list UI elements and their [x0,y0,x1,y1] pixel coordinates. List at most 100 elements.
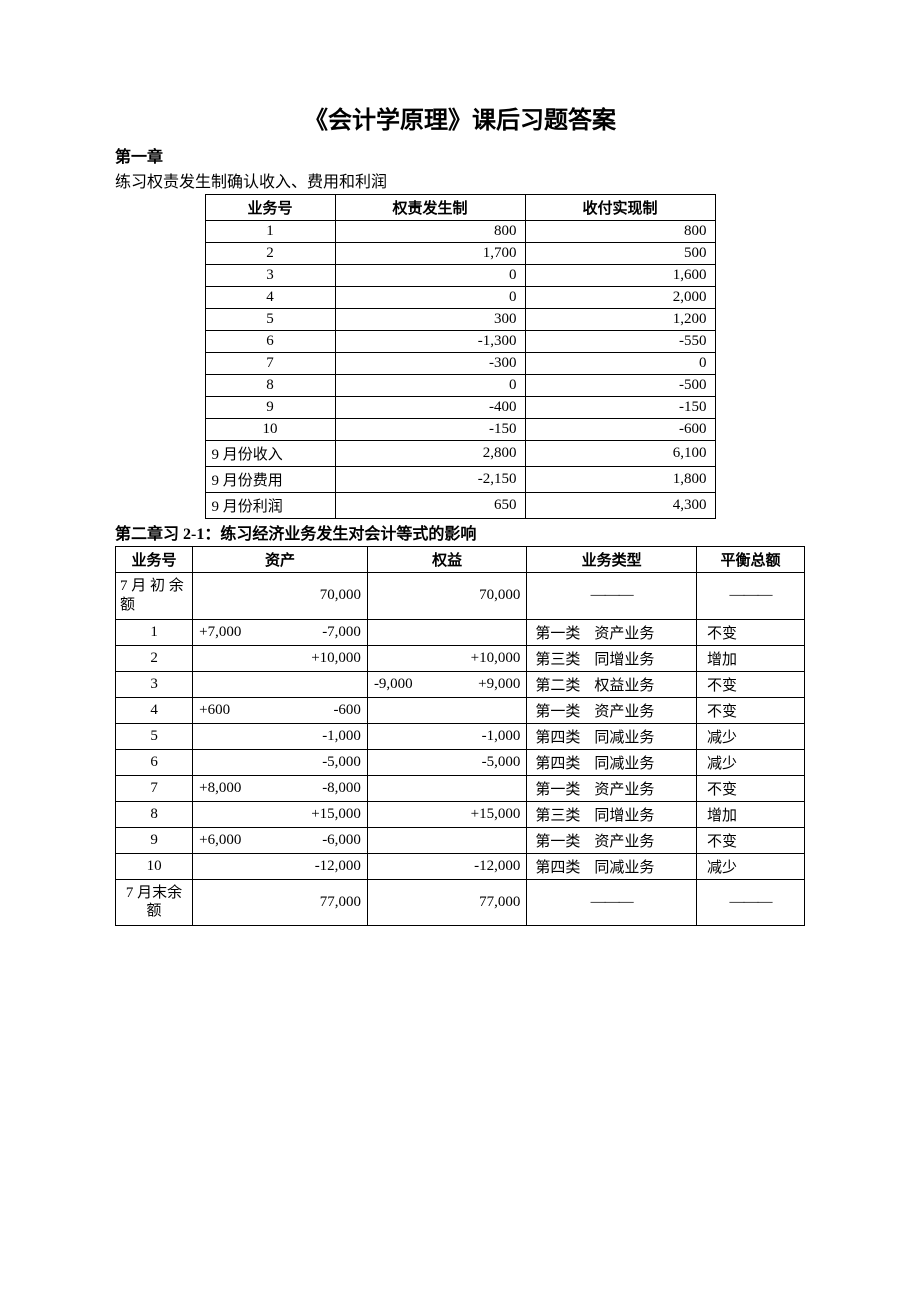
col-accrual: 权责发生制 [335,195,525,221]
cell-balance: 减少 [697,723,805,749]
chapter2-heading: 第二章习 2-1：练习经济业务发生对会计等式的影响 [115,520,805,544]
cell-cash: 1,600 [525,265,715,287]
cell-asset: 70,000 [193,573,368,620]
cell-type: 第一类资产业务 [527,775,697,801]
cell-asset: +8,000-8,000 [193,775,368,801]
cell-balance: 增加 [697,801,805,827]
cell-equity [367,827,526,853]
cell-accrual: -2,150 [335,467,525,493]
cell-accrual: -1,300 [335,331,525,353]
cell-accrual: 0 [335,265,525,287]
cell-type: 第四类同减业务 [527,853,697,879]
cell-id: 1 [116,619,193,645]
cell-balance: 不变 [697,671,805,697]
table-header-row: 业务号 资产 权益 业务类型 平衡总额 [116,547,805,573]
cell-accrual: 2,800 [335,441,525,467]
cell-accrual: 300 [335,309,525,331]
cell-cash: 0 [525,353,715,375]
table-header-row: 业务号 权责发生制 收付实现制 [205,195,715,221]
table-row: 2+10,000+10,000第三类同增业务增加 [116,645,805,671]
table-row: 5-1,000-1,000第四类同减业务减少 [116,723,805,749]
table-summary-row: 9 月份收入2,8006,100 [205,441,715,467]
page-title: 《会计学原理》课后习题答案 [115,100,805,135]
cell-id: 2 [205,243,335,265]
chapter1-subheading: 练习权责发生制确认收入、费用和利润 [115,168,805,192]
cell-cash: -500 [525,375,715,397]
cell-type: 第三类同增业务 [527,645,697,671]
cell-id: 5 [116,723,193,749]
col-cash: 收付实现制 [525,195,715,221]
cell-equity: 70,000 [367,573,526,620]
table-begin-row: 7 月 初 余额70,00070,000—————— [116,573,805,620]
cell-cash: 1,800 [525,467,715,493]
cell-equity: +10,000 [367,645,526,671]
cell-balance: 不变 [697,619,805,645]
cell-id: 7 [116,775,193,801]
table-accounting-equation: 业务号 资产 权益 业务类型 平衡总额 7 月 初 余额70,00070,000… [115,546,805,926]
col-balance: 平衡总额 [697,547,805,573]
cell-cash: 4,300 [525,493,715,519]
cell-id: 6 [116,749,193,775]
cell-cash: 800 [525,221,715,243]
col-business-no: 业务号 [116,547,193,573]
cell-type: 第四类同减业务 [527,749,697,775]
cell-equity [367,775,526,801]
cell-id: 10 [205,419,335,441]
cell-dash: ——— [527,573,697,620]
cell-cash: 1,200 [525,309,715,331]
col-business-no: 业务号 [205,195,335,221]
cell-id: 3 [116,671,193,697]
cell-cash: 2,000 [525,287,715,309]
cell-asset: -1,000 [193,723,368,749]
cell-accrual: -300 [335,353,525,375]
table-summary-row: 9 月份利润6504,300 [205,493,715,519]
cell-equity [367,619,526,645]
cell-balance: 不变 [697,697,805,723]
cell-asset: 77,000 [193,879,368,926]
cell-cash: 500 [525,243,715,265]
cell-label: 9 月份费用 [205,467,335,493]
cell-balance: 减少 [697,749,805,775]
cell-accrual: -400 [335,397,525,419]
cell-balance: 减少 [697,853,805,879]
cell-begin-label: 7 月 初 余额 [116,573,193,620]
cell-id: 4 [116,697,193,723]
table-row: 10-150-600 [205,419,715,441]
cell-accrual: 0 [335,375,525,397]
cell-id: 9 [116,827,193,853]
table-row: 4+600-600第一类资产业务不变 [116,697,805,723]
cell-id: 10 [116,853,193,879]
table-summary-row: 9 月份费用-2,1501,800 [205,467,715,493]
table-row: 6-1,300-550 [205,331,715,353]
table-row: 10-12,000-12,000第四类同减业务减少 [116,853,805,879]
chapter1-heading: 第一章 [115,143,805,167]
cell-type: 第三类同增业务 [527,801,697,827]
cell-balance: 增加 [697,645,805,671]
table-row: 53001,200 [205,309,715,331]
cell-type: 第二类权益业务 [527,671,697,697]
cell-id: 1 [205,221,335,243]
table-row: 7+8,000-8,000第一类资产业务不变 [116,775,805,801]
cell-asset: +10,000 [193,645,368,671]
col-asset: 资产 [193,547,368,573]
table-row: 6-5,000-5,000第四类同减业务减少 [116,749,805,775]
cell-type: 第四类同减业务 [527,723,697,749]
cell-cash: -150 [525,397,715,419]
cell-accrual: 800 [335,221,525,243]
cell-id: 7 [205,353,335,375]
cell-equity: -9,000+9,000 [367,671,526,697]
cell-dash: ——— [697,573,805,620]
cell-asset: +15,000 [193,801,368,827]
cell-id: 4 [205,287,335,309]
table-row: 21,700500 [205,243,715,265]
cell-cash: 6,100 [525,441,715,467]
cell-equity [367,697,526,723]
cell-dash: ——— [697,879,805,926]
cell-asset: +600-600 [193,697,368,723]
table-row: 1+7,000-7,000第一类资产业务不变 [116,619,805,645]
table-row: 80-500 [205,375,715,397]
table-accrual-vs-cash: 业务号 权责发生制 收付实现制 180080021,700500301,6004… [205,194,716,519]
table-row: 8+15,000+15,000第三类同增业务增加 [116,801,805,827]
cell-accrual: 1,700 [335,243,525,265]
cell-asset: -12,000 [193,853,368,879]
